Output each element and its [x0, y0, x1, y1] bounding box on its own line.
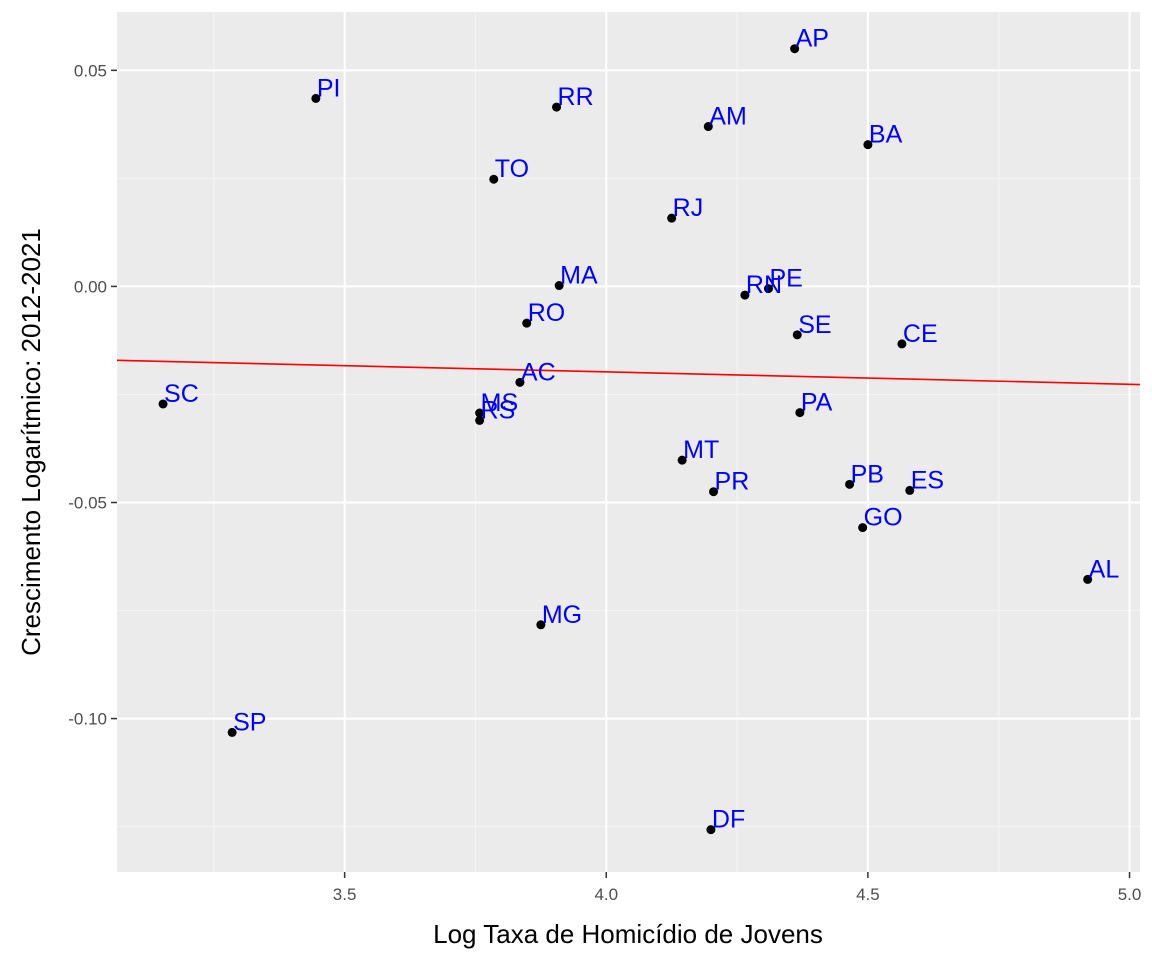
point-label-sc: SC [164, 380, 199, 408]
y-tick-label: -0.10 [68, 710, 107, 729]
x-tick-label: 4.0 [594, 885, 618, 904]
data-point-rj [667, 213, 677, 223]
y-tick-label: 0.05 [74, 61, 107, 80]
data-point-rr [552, 102, 562, 112]
point-label-to: TO [495, 155, 529, 183]
point-label-pe: PE [769, 265, 802, 293]
trend-line [116, 359, 1141, 386]
point-label-pr: PR [715, 468, 750, 496]
data-point-ba [863, 140, 873, 150]
data-point-ro [522, 318, 532, 328]
point-label-rr: RR [558, 83, 594, 111]
point-label-go: GO [864, 504, 903, 532]
plot-panel [117, 12, 1140, 872]
data-point-rn [740, 290, 750, 300]
y-tick-label: 0.00 [74, 277, 107, 296]
data-point-sp [227, 727, 237, 737]
data-point-df [706, 825, 716, 835]
x-tick-label: 4.5 [856, 885, 880, 904]
point-label-es: ES [911, 466, 944, 494]
x-axis: 3.5 4.0 4.5 5.0 [333, 872, 1142, 904]
point-label-df: DF [712, 806, 745, 834]
data-point-mg [536, 620, 546, 630]
minor-gridlines [117, 12, 1140, 872]
trend-line-group [116, 359, 1141, 386]
point-label-mg: MG [542, 601, 582, 629]
data-point-es [905, 485, 915, 495]
data-point-al [1083, 574, 1093, 584]
point-label-mt: MT [683, 436, 719, 464]
data-point-rs [475, 415, 485, 425]
major-gridlines [117, 12, 1140, 872]
point-label-al: AL [1089, 555, 1120, 583]
data-point-ap [790, 44, 800, 54]
data-point-pi [311, 93, 321, 103]
data-point-to [489, 174, 499, 184]
y-axis: 0.05 0.00 -0.05 -0.10 [68, 61, 117, 729]
point-label-ac: AC [521, 358, 556, 386]
y-axis-title: Crescimento Logarítmico: 2012-2021 [16, 228, 46, 656]
data-point-ce [897, 339, 907, 349]
point-label-ba: BA [869, 121, 903, 149]
data-points [158, 44, 1093, 835]
data-point-sc [158, 399, 168, 409]
y-tick-label: -0.05 [68, 494, 107, 513]
data-point-ac [515, 377, 525, 387]
data-point-pr [709, 487, 719, 497]
data-point-go [858, 523, 868, 533]
point-label-ap: AP [796, 25, 829, 53]
point-label-rs: RS [481, 396, 516, 424]
x-axis-title: Log Taxa de Homicídio de Jovens [433, 919, 823, 949]
data-point-pe [763, 284, 773, 294]
data-point-ms [475, 408, 485, 418]
point-label-sp: SP [233, 708, 266, 736]
point-label-se: SE [798, 311, 831, 339]
x-tick-label: 5.0 [1118, 885, 1142, 904]
point-label-ma: MA [560, 262, 598, 290]
point-label-rn: RN [746, 271, 782, 299]
data-point-pb [845, 479, 855, 489]
point-label-pa: PA [801, 389, 833, 417]
data-point-ma [554, 281, 564, 291]
data-point-pa [795, 408, 805, 418]
data-point-mt [677, 455, 687, 465]
point-label-ce: CE [903, 320, 938, 348]
x-tick-label: 3.5 [333, 885, 357, 904]
point-label-ms: MS [481, 389, 519, 417]
point-label-am: AM [709, 103, 747, 131]
point-label-ro: RO [528, 299, 566, 327]
data-point-se [792, 330, 802, 340]
point-label-pb: PB [851, 460, 884, 488]
point-label-pi: PI [317, 74, 341, 102]
data-point-am [703, 122, 713, 132]
point-label-rj: RJ [673, 194, 704, 222]
